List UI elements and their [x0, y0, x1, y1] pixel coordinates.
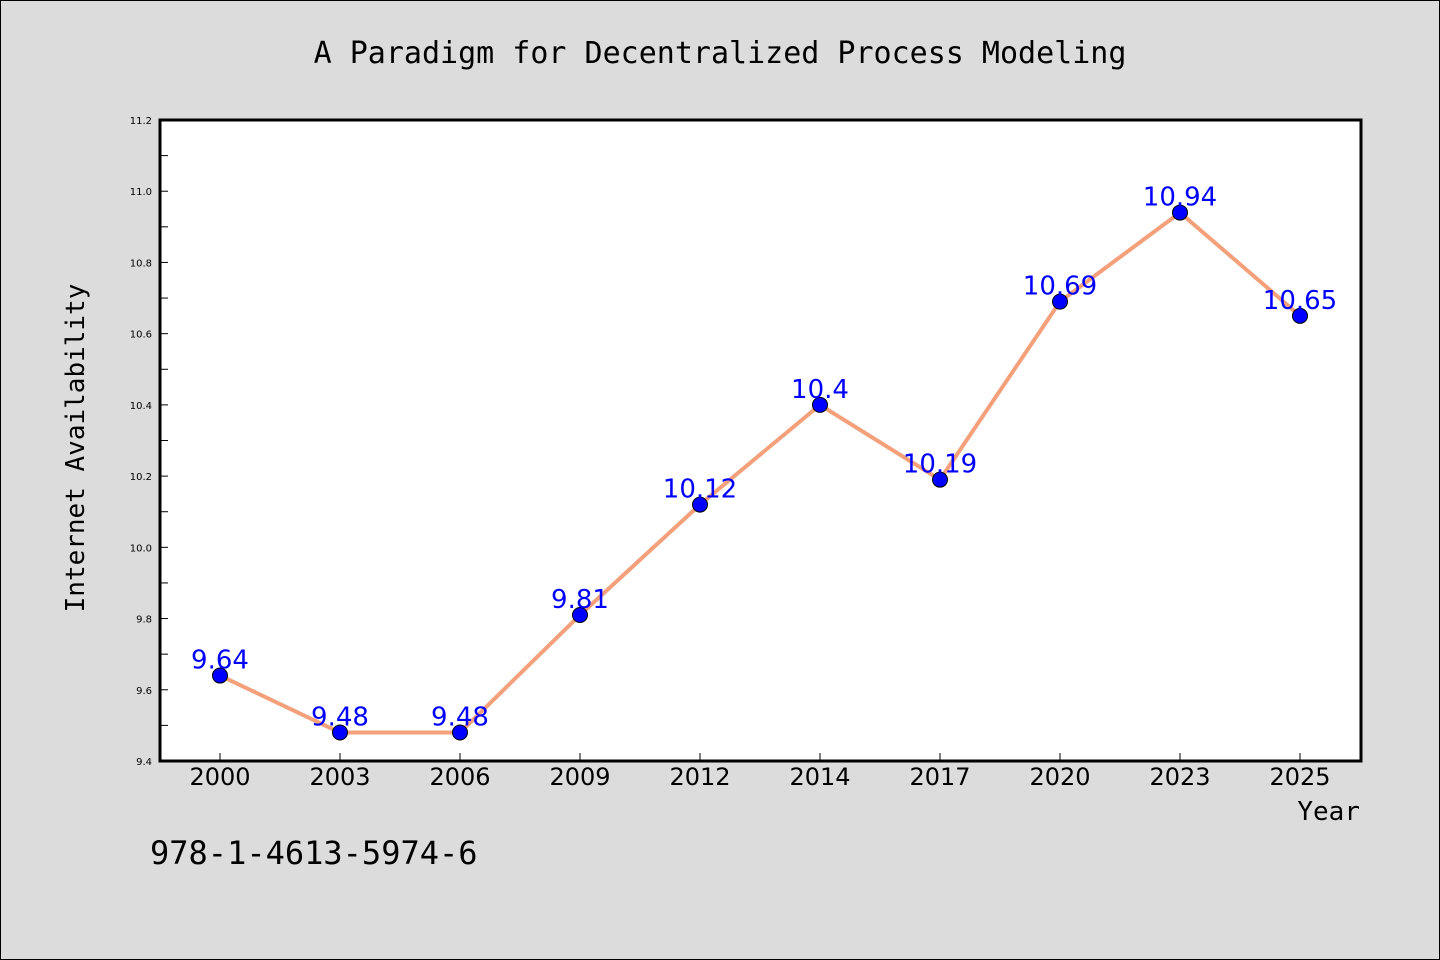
x-tick-label: 2003: [309, 763, 370, 791]
x-tick-label: 2009: [549, 763, 610, 791]
y-tick-label: 11.0: [130, 187, 152, 198]
data-label: 9.48: [431, 703, 489, 733]
y-tick-label: 9.6: [136, 686, 152, 697]
y-tick-label: 9.8: [136, 615, 152, 626]
x-tick-label: 2025: [1269, 763, 1330, 791]
data-point: [572, 606, 588, 623]
series-line: [219, 210, 1302, 735]
y-tick-label: 10.8: [130, 258, 152, 269]
x-axis: 2000 2003 2006 2009 2012 2014 2017 2020 2023 2025: [189, 753, 1331, 791]
data-label: 9.81: [551, 585, 609, 615]
x-tick-label: 2017: [909, 763, 970, 791]
x-tick-label: 2006: [429, 763, 490, 791]
data-label: 9.48: [311, 703, 369, 733]
data-label: 10.94: [1143, 183, 1217, 213]
data-point: [212, 667, 228, 684]
data-label: 9.64: [191, 646, 249, 676]
y-tick-label: 10.6: [130, 330, 152, 341]
x-tick-label: 2020: [1029, 763, 1090, 791]
data-point: [1292, 307, 1308, 324]
data-label: 10.69: [1023, 272, 1097, 302]
y-tick-label: 11.2: [130, 116, 152, 127]
y-tick-label: 9.4: [136, 757, 152, 768]
x-tick-label: 2014: [789, 763, 850, 791]
data-point: [1052, 293, 1068, 310]
data-label: 10.19: [903, 450, 977, 480]
x-axis-label: Year: [1297, 797, 1360, 827]
chart-title: A Paradigm for Decentralized Process Mod…: [314, 36, 1127, 71]
data-point: [1172, 204, 1188, 221]
y-axis: 9.4 9.6 9.8 10.0 10.2 10.4 10.6 10.8 11.0 11.2: [130, 116, 168, 768]
data-label: 10.65: [1263, 286, 1337, 316]
x-tick-label: 2012: [669, 763, 730, 791]
x-tick-label: 2023: [1149, 763, 1210, 791]
y-tick-label: 10.2: [130, 472, 152, 483]
data-label: 10.4: [791, 375, 849, 405]
y-axis-label: Internet Availability: [61, 284, 91, 613]
data-point: [932, 471, 948, 488]
data-label: 10.12: [663, 475, 737, 505]
data-point: [812, 396, 828, 413]
data-point: [452, 724, 468, 741]
isbn-label: 978-1-4613-5974-6: [150, 834, 478, 872]
y-tick-label: 10.4: [130, 401, 152, 412]
x-tick-label: 2000: [189, 763, 250, 791]
data-point: [692, 496, 708, 513]
data-point: [332, 724, 348, 741]
y-tick-label: 10.0: [130, 543, 152, 554]
series-layer: 9.64 9.48 9.48 9.81 10.12 10.4 10.19 10.69 10.94…: [191, 183, 1337, 741]
